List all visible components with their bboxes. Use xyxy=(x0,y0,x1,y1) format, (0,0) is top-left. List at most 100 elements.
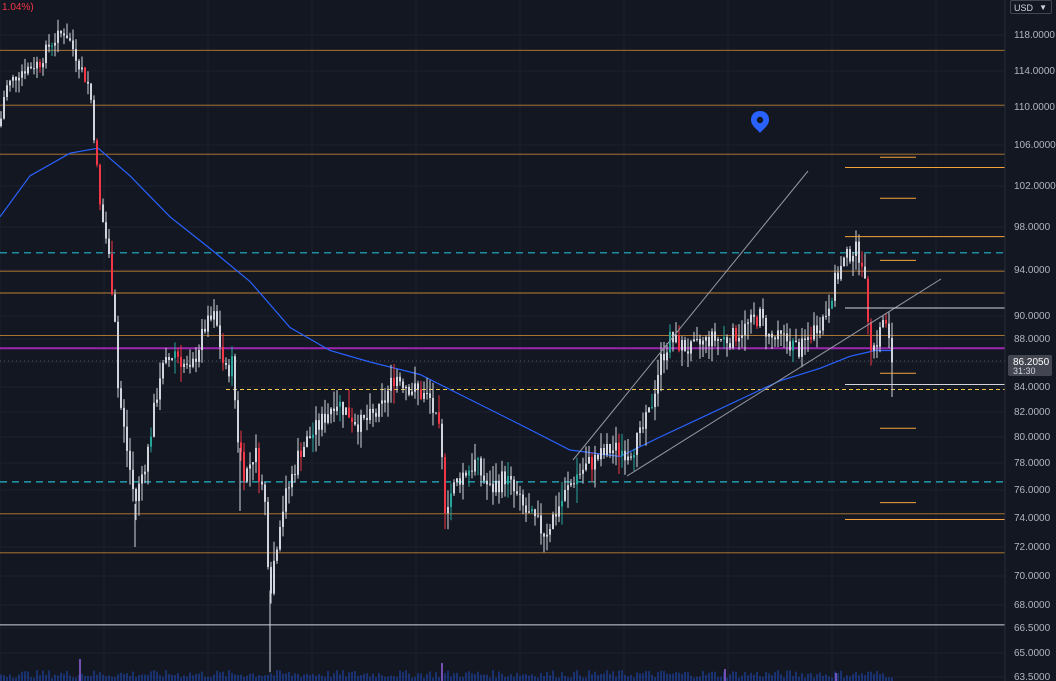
candle-body xyxy=(651,407,653,409)
trend-lines[interactable] xyxy=(572,170,942,477)
candle-body xyxy=(804,338,806,340)
candle-body xyxy=(135,489,137,502)
candle-body xyxy=(549,528,551,535)
candle-body xyxy=(291,474,293,488)
candle-body xyxy=(762,308,764,318)
candle-body xyxy=(567,485,569,490)
volume-bar xyxy=(750,672,752,681)
horizontal-levels[interactable] xyxy=(0,49,1005,626)
candle-body xyxy=(846,249,848,258)
volume-bar xyxy=(585,677,587,681)
volume-bar xyxy=(690,675,692,681)
volume-bar xyxy=(513,676,515,681)
volume-bar xyxy=(567,677,569,681)
candle-body xyxy=(156,399,158,403)
candle-body xyxy=(687,351,689,354)
right-side-level-ticks[interactable] xyxy=(845,156,1005,520)
price-axis-panel[interactable] xyxy=(1005,0,1056,681)
volume-bar xyxy=(132,671,134,681)
candle-body xyxy=(321,413,323,430)
candle-body xyxy=(306,436,308,447)
volume-bar xyxy=(57,675,59,681)
volume-bar xyxy=(36,670,38,681)
volume-bar xyxy=(240,674,242,681)
volume-bar xyxy=(840,670,842,681)
candle-body xyxy=(489,483,491,485)
candle-body xyxy=(741,335,743,338)
candle-body xyxy=(330,408,332,415)
volume-bar xyxy=(657,672,659,681)
candle-body xyxy=(831,300,833,309)
price-change-percent: 1.04%) xyxy=(2,2,34,13)
volume-bar xyxy=(12,677,14,681)
candle-body xyxy=(303,446,305,457)
volume-bar xyxy=(84,675,86,681)
volume-bar xyxy=(591,674,593,681)
candle-body xyxy=(252,462,254,465)
volume-bar xyxy=(42,670,44,681)
candle-body xyxy=(90,83,92,100)
candle-body xyxy=(684,340,686,352)
candle-body xyxy=(765,317,767,337)
volume-bar xyxy=(762,677,764,681)
volume-bar xyxy=(849,676,851,681)
candle-body xyxy=(798,341,800,357)
volume-bar xyxy=(114,677,116,681)
candle-body xyxy=(429,393,431,398)
volume-bar xyxy=(270,673,272,681)
candle-body xyxy=(696,338,698,340)
candle-body xyxy=(114,294,116,322)
candle-body xyxy=(726,337,728,344)
map-pin-icon[interactable] xyxy=(751,111,769,133)
candles xyxy=(0,19,893,673)
candle-body xyxy=(378,403,380,417)
volume-bar xyxy=(786,670,788,681)
candle-body xyxy=(282,511,284,527)
candle-body xyxy=(834,272,836,301)
candle-body xyxy=(390,377,392,391)
volume-bar xyxy=(633,677,635,681)
price-axis-label: 90.0000 xyxy=(1014,311,1051,322)
candle-body xyxy=(810,337,812,340)
volume-bar xyxy=(249,673,251,681)
candle-body xyxy=(594,454,596,470)
volume-bar xyxy=(411,677,413,681)
candle-body xyxy=(150,436,152,447)
volume-bar xyxy=(519,675,521,681)
volume-bar xyxy=(435,672,437,681)
volume-bar xyxy=(306,673,308,681)
volume-bar xyxy=(288,671,290,681)
candle-body xyxy=(540,515,542,534)
candle-body xyxy=(735,328,737,342)
volume-bar xyxy=(18,674,20,681)
volume-bar xyxy=(642,673,644,681)
candle-body xyxy=(102,204,104,223)
currency-selector[interactable]: USD ▼ xyxy=(1010,0,1052,14)
candle-body xyxy=(576,474,578,485)
candle-body xyxy=(777,330,779,340)
volume-bar xyxy=(303,674,305,681)
candle-body xyxy=(828,308,830,316)
candle-body xyxy=(465,472,467,476)
volume-bar xyxy=(231,672,233,681)
volume-bar xyxy=(732,671,734,681)
candle-body xyxy=(849,249,851,262)
candle-body xyxy=(324,413,326,423)
candle-body xyxy=(486,480,488,485)
candle-body xyxy=(345,407,347,415)
candle-body xyxy=(678,334,680,351)
volume-bar xyxy=(255,676,257,681)
candle-body xyxy=(663,354,665,361)
candle-body xyxy=(621,450,623,456)
volume-bar xyxy=(120,672,122,681)
candle-body xyxy=(192,358,194,367)
volume-bar xyxy=(198,673,200,681)
candle-body xyxy=(366,417,368,421)
bar-countdown: 31:30 xyxy=(1013,366,1036,376)
volume-bar xyxy=(327,670,329,681)
candle-body xyxy=(42,63,44,68)
candle-body xyxy=(108,238,110,254)
volume-bar xyxy=(555,677,557,681)
candle-body xyxy=(162,362,164,379)
